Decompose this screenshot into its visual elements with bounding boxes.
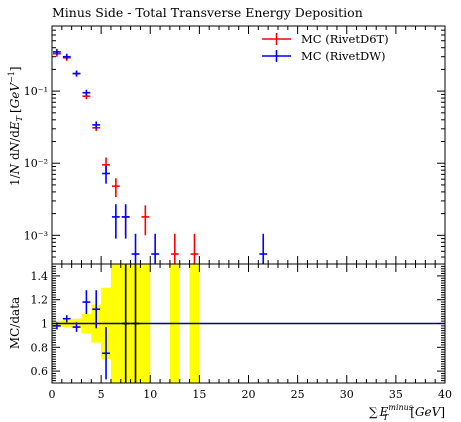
y-tick-label: 1.4	[31, 270, 49, 283]
main-data-marks	[53, 48, 268, 264]
x-tick-label: 10	[143, 388, 157, 401]
ratio-point	[131, 264, 140, 383]
ratio-point	[102, 327, 110, 380]
data-point	[62, 53, 71, 60]
ratio-point	[82, 290, 91, 314]
x-tick-label: 20	[242, 388, 256, 401]
ratio-point	[121, 264, 130, 383]
data-point	[151, 233, 160, 264]
x-tick-label: 35	[389, 388, 403, 401]
x-tick-label: 5	[98, 388, 105, 401]
ratio-point	[92, 290, 101, 329]
data-point	[82, 89, 91, 96]
main-ticks: 10⁻¹ 10⁻² 10⁻³	[24, 25, 446, 265]
data-point	[102, 165, 110, 184]
main-plot-frame	[51, 25, 446, 265]
x-axis-label: ∑ Eminus T [GeV]	[369, 403, 445, 422]
y-tick-label: 0.8	[31, 341, 49, 354]
data-point	[53, 48, 61, 55]
y-tick-label: 10⁻¹	[24, 85, 48, 98]
data-point	[170, 233, 179, 264]
x-tick-label: 30	[340, 388, 354, 401]
chart-title: Minus Side - Total Transverse Energy Dep…	[52, 5, 363, 20]
legend: MC (RivetD6T) MC (RivetDW)	[262, 32, 389, 63]
y-tick-label: 10⁻³	[24, 229, 48, 242]
ratio-point	[62, 315, 71, 323]
data-point	[141, 205, 150, 236]
data-point	[111, 178, 120, 197]
data-point	[131, 233, 140, 264]
data-point	[121, 204, 130, 239]
ratio-point	[72, 322, 81, 332]
ratio-y-axis-label: MC/data	[8, 297, 22, 349]
x-tick-label: 40	[438, 388, 452, 401]
x-tick-label: 25	[291, 388, 305, 401]
data-point	[72, 70, 81, 77]
data-point	[259, 233, 268, 264]
legend-label: MC (RivetDW)	[301, 49, 386, 63]
x-tick-label: 0	[49, 388, 56, 401]
y-tick-label: 1	[41, 318, 48, 331]
y-tick-label: 1.2	[31, 294, 49, 307]
data-point	[190, 233, 199, 264]
y-tick-label: 10⁻²	[24, 157, 48, 170]
y-tick-label: 0.6	[31, 365, 49, 378]
x-tick-label: 15	[192, 388, 206, 401]
main-y-axis-label: 1/N dN/dET[GeV−1]	[7, 66, 24, 186]
data-point	[111, 204, 120, 239]
ratio-ticks: 0 5 10 15 20 25 30 35 40 0.6 0.8 1 1.2 1.4	[31, 263, 452, 401]
legend-label: MC (RivetD6T)	[301, 32, 389, 46]
ratio-data-marks	[53, 264, 140, 383]
data-point	[92, 121, 101, 129]
